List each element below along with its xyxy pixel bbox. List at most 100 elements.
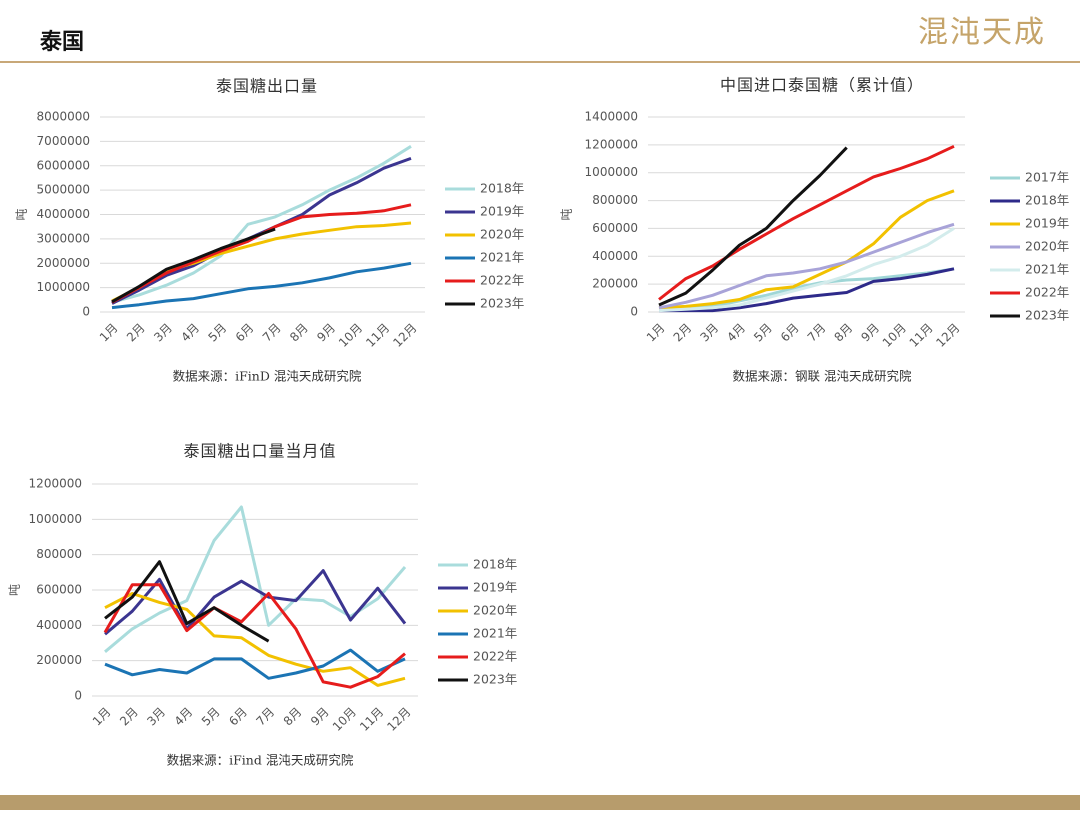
series-line <box>111 145 412 304</box>
x-tick-label: 5月 <box>751 321 775 345</box>
x-tick-label: 8月 <box>287 321 311 345</box>
x-tick-label: 7月 <box>253 705 277 729</box>
y-tick-label: 4000000 <box>37 207 90 221</box>
x-tick-label: 12月 <box>384 705 413 734</box>
y-tick-label: 6000000 <box>37 158 90 172</box>
legend-label: 2019年 <box>480 204 524 219</box>
legend-label: 2022年 <box>473 649 517 664</box>
source-note: 数据来源：iFinD 混沌天成研究院 <box>173 369 362 384</box>
y-axis-label: 吨 <box>560 208 574 220</box>
x-tick-label: 5月 <box>206 321 230 345</box>
legend-label: 2022年 <box>1025 285 1069 300</box>
x-tick-label: 3月 <box>144 705 168 729</box>
y-tick-label: 5000000 <box>37 183 90 197</box>
chart-title: 泰国糖出口量当月值 <box>183 442 336 461</box>
y-tick-label: 1000000 <box>37 280 90 294</box>
series-line <box>103 583 406 689</box>
series-line <box>658 227 955 313</box>
y-tick-label: 8000000 <box>37 110 90 124</box>
y-axis-label: 吨 <box>15 208 29 220</box>
chart-title: 中国进口泰国糖（累计值） <box>720 76 924 95</box>
x-tick-label: 3月 <box>151 321 175 345</box>
x-tick-label: 11月 <box>357 705 386 734</box>
x-tick-label: 8月 <box>832 321 856 345</box>
x-tick-label: 6月 <box>778 321 802 345</box>
y-tick-label: 1000000 <box>29 512 82 526</box>
y-tick-label: 200000 <box>36 653 82 667</box>
x-tick-label: 11月 <box>363 321 392 350</box>
series-line <box>111 261 412 310</box>
y-tick-label: 200000 <box>592 277 638 291</box>
x-tick-label: 5月 <box>199 705 223 729</box>
y-tick-label: 800000 <box>36 547 82 561</box>
legend-label: 2023年 <box>480 296 524 311</box>
x-tick-label: 6月 <box>226 705 250 729</box>
series-line <box>104 648 406 680</box>
x-tick-label: 10月 <box>336 321 365 350</box>
footer-bar <box>0 795 1080 810</box>
x-tick-label: 4月 <box>178 321 202 345</box>
x-tick-label: 10月 <box>880 321 909 350</box>
legend-label: 2023年 <box>1025 308 1069 323</box>
series-line <box>658 189 955 310</box>
y-tick-label: 400000 <box>36 618 82 632</box>
y-tick-label: 1200000 <box>29 477 82 491</box>
series-line <box>111 156 412 305</box>
x-tick-label: 1月 <box>644 321 668 345</box>
series-line <box>658 144 955 301</box>
series-line <box>104 560 270 643</box>
legend-label: 2023年 <box>473 672 517 687</box>
series-line <box>104 505 407 653</box>
series-line <box>104 592 406 687</box>
y-tick-label: 3000000 <box>37 231 90 245</box>
y-tick-label: 7000000 <box>37 134 90 148</box>
header-rule <box>0 61 1080 63</box>
x-tick-label: 3月 <box>697 321 721 345</box>
y-tick-label: 2000000 <box>37 256 90 270</box>
legend-label: 2018年 <box>480 181 524 196</box>
y-tick-label: 1200000 <box>585 137 638 151</box>
series-line <box>658 146 848 307</box>
y-tick-label: 600000 <box>592 221 638 235</box>
series-line <box>659 267 955 313</box>
y-tick-label: 1000000 <box>585 165 638 179</box>
legend-label: 2021年 <box>473 626 517 641</box>
y-axis-label: 吨 <box>8 584 22 596</box>
legend-label: 2019年 <box>1025 216 1069 231</box>
x-tick-label: 2月 <box>671 321 695 345</box>
legend-label: 2020年 <box>473 603 517 618</box>
y-tick-label: 0 <box>630 305 638 319</box>
legend-label: 2018年 <box>1025 193 1069 208</box>
chart-title: 泰国糖出口量 <box>216 77 318 96</box>
source-note: 数据来源：钢联 混沌天成研究院 <box>733 369 912 384</box>
x-tick-label: 12月 <box>933 321 962 350</box>
legend-label: 2022年 <box>480 273 524 288</box>
x-tick-label: 2月 <box>117 705 141 729</box>
legend-label: 2020年 <box>1025 239 1069 254</box>
y-tick-label: 0 <box>82 305 90 319</box>
logo: 混沌天成 <box>918 15 1046 50</box>
x-tick-label: 1月 <box>97 321 121 345</box>
source-note: 数据来源：iFind 混沌天成研究院 <box>167 753 354 768</box>
y-tick-label: 1400000 <box>585 110 638 124</box>
y-tick-label: 0 <box>74 689 82 703</box>
legend-label: 2021年 <box>480 250 524 265</box>
x-tick-label: 7月 <box>260 321 284 345</box>
x-tick-label: 9月 <box>858 321 882 345</box>
x-tick-label: 11月 <box>907 321 936 350</box>
y-tick-label: 400000 <box>592 249 638 263</box>
legend-label: 2020年 <box>480 227 524 242</box>
x-tick-label: 9月 <box>308 705 332 729</box>
x-tick-label: 4月 <box>172 705 196 729</box>
x-tick-label: 12月 <box>390 321 419 350</box>
series-line <box>104 569 407 636</box>
x-tick-label: 6月 <box>233 321 257 345</box>
x-tick-label: 1月 <box>90 705 114 729</box>
series-line <box>658 222 955 310</box>
y-tick-label: 800000 <box>592 193 638 207</box>
x-tick-label: 4月 <box>724 321 748 345</box>
y-tick-label: 600000 <box>36 583 82 597</box>
x-tick-label: 8月 <box>281 705 305 729</box>
legend-label: 2017年 <box>1025 170 1069 185</box>
series-line <box>111 227 276 304</box>
